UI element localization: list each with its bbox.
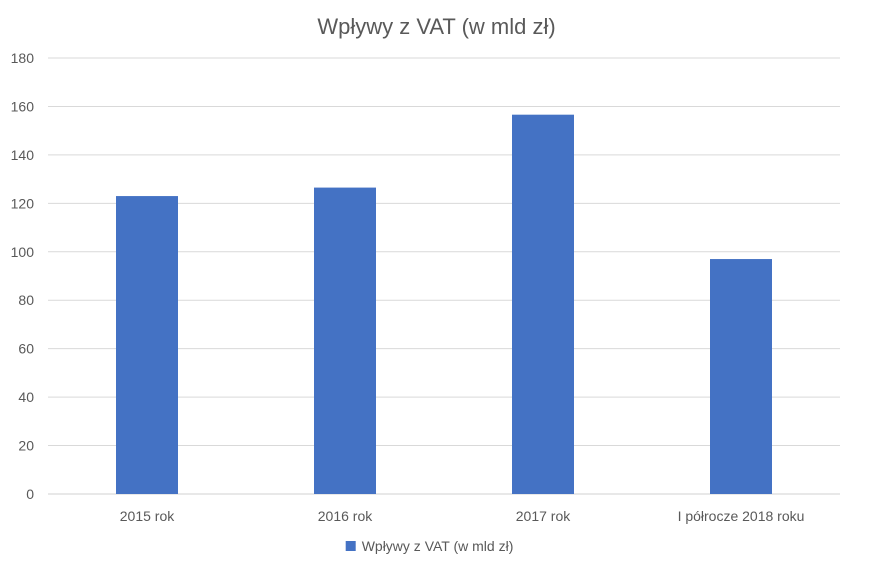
x-tick-label: 2015 rok [120,508,175,524]
y-tick-label: 20 [18,438,34,454]
y-tick-label: 40 [18,389,34,405]
y-tick-label: 60 [18,341,34,357]
y-tick-label: 120 [11,195,35,211]
bar [710,259,772,494]
y-axis-ticks: 0 20 40 60 80 100 120 140 160 180 [11,50,35,502]
gridlines [48,57,840,495]
bar [512,114,574,495]
legend-label: Wpływy z VAT (w mld zł) [362,538,514,554]
y-tick-label: 0 [26,486,34,502]
x-tick-label: I półrocze 2018 roku [678,508,805,524]
chart-title: Wpływy z VAT (w mld zł) [317,14,555,39]
x-tick-label: 2017 rok [516,508,571,524]
y-tick-label: 160 [11,98,35,114]
x-axis-ticks: 2015 rok 2016 rok 2017 rok I półrocze 2018 … [120,508,805,524]
y-tick-label: 180 [11,50,35,66]
y-tick-label: 80 [18,292,34,308]
legend-swatch [345,541,356,551]
bar [314,187,376,495]
bars [116,114,772,495]
y-tick-label: 100 [11,244,35,260]
y-tick-label: 140 [11,147,35,163]
x-tick-label: 2016 rok [318,508,373,524]
legend: Wpływy z VAT (w mld zł) [345,538,514,554]
bar [116,196,178,495]
